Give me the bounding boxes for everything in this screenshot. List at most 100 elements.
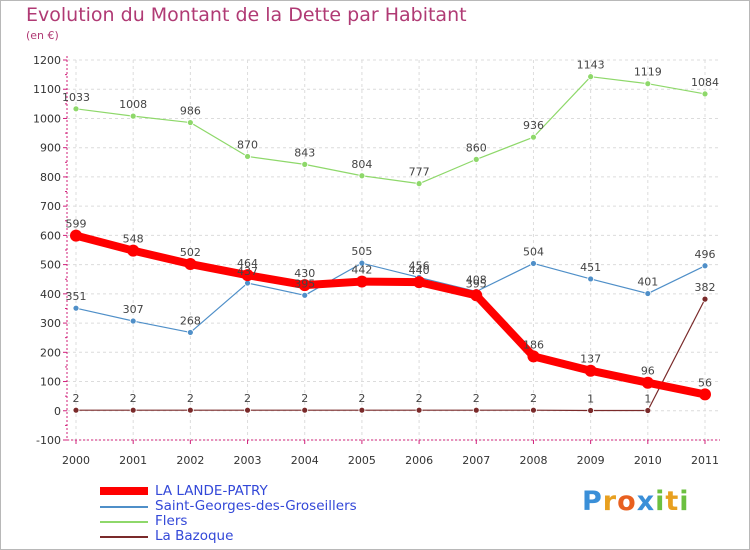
data-point-la-lande-patry [413, 276, 426, 289]
data-label-flers: 777 [409, 166, 430, 179]
data-label-la-bazoque: 2 [187, 392, 194, 405]
data-point-flers [644, 80, 652, 88]
data-label-saint-georges-des-groseillers: 307 [123, 303, 144, 316]
data-label-la-lande-patry: 96 [641, 365, 655, 378]
y-tick-label: 100 [40, 376, 61, 389]
legend-label-la-bazoque: La Bazoque [155, 528, 234, 544]
data-label-saint-georges-des-groseillers: 451 [580, 261, 601, 274]
data-label-saint-georges-des-groseillers: 456 [409, 259, 430, 272]
data-label-la-lande-patry: 137 [580, 353, 601, 366]
data-point-flers [587, 73, 595, 81]
data-label-flers: 1008 [119, 98, 147, 111]
x-tick-label: 2003 [234, 454, 262, 467]
data-label-flers: 1084 [691, 76, 719, 89]
y-tick-label: 700 [40, 200, 61, 213]
data-point-flers [358, 172, 366, 180]
data-point-saint-georges-des-groseillers [129, 317, 137, 325]
x-tick-label: 2002 [176, 454, 204, 467]
data-label-flers: 860 [466, 141, 487, 154]
y-tick-label: 200 [40, 346, 61, 359]
data-point-la-bazoque [587, 407, 595, 414]
series-line-la-bazoque [76, 298, 706, 412]
data-point-saint-georges-des-groseillers [186, 329, 194, 336]
data-point-la-lande-patry [527, 350, 540, 363]
series-line-la-lande-patry [74, 231, 706, 399]
data-point-la-bazoque [186, 406, 194, 414]
y-tick-label: 900 [40, 142, 61, 155]
y-tick-label: 1000 [33, 112, 61, 125]
data-point-flers [415, 180, 423, 188]
legend-label-saint-georges: Saint-Georges-des-Groseillers [155, 498, 357, 514]
data-label-la-bazoque: 2 [416, 392, 423, 405]
data-point-la-lande-patry [470, 289, 483, 302]
data-point-la-bazoque [244, 406, 251, 414]
y-tick-label: 0 [54, 405, 61, 418]
logo-letter: o [617, 486, 637, 517]
data-point-la-bazoque [301, 406, 309, 414]
data-label-saint-georges-des-groseillers: 504 [523, 245, 544, 258]
data-label-saint-georges-des-groseillers: 505 [351, 245, 372, 258]
data-label-saint-georges-des-groseillers: 401 [637, 276, 658, 289]
data-label-la-lande-patry: 395 [466, 277, 487, 290]
data-label-flers: 870 [237, 138, 258, 151]
series-line-flers [75, 76, 706, 185]
x-tick-label: 2005 [348, 454, 376, 467]
x-tick-label: 2010 [634, 454, 662, 467]
data-point-la-lande-patry [298, 279, 311, 292]
data-label-saint-georges-des-groseillers: 496 [695, 248, 716, 261]
data-label-la-lande-patry: 186 [523, 338, 544, 351]
x-tick-label: 2011 [691, 454, 719, 467]
data-label-saint-georges-des-groseillers: 395 [294, 277, 315, 290]
y-tick-label: 1100 [33, 83, 61, 96]
legend-swatch-flers [100, 521, 148, 523]
data-point-la-bazoque [530, 406, 537, 414]
data-label-la-bazoque: 2 [73, 392, 80, 405]
logo-letter: x [636, 486, 656, 517]
data-point-la-bazoque [644, 407, 652, 414]
data-point-la-lande-patry [127, 244, 140, 257]
data-point-flers [129, 112, 137, 120]
data-label-la-lande-patry: 56 [698, 376, 712, 389]
data-label-la-bazoque: 1 [587, 392, 594, 405]
data-point-saint-georges-des-groseillers [72, 304, 80, 312]
data-label-la-bazoque: 2 [473, 392, 480, 405]
data-point-la-lande-patry [184, 258, 197, 271]
chart-title: Evolution du Montant de la Dette par Hab… [26, 4, 467, 26]
data-label-saint-georges-des-groseillers: 437 [237, 265, 258, 278]
data-point-flers [701, 90, 709, 98]
data-label-la-bazoque: 2 [244, 392, 251, 405]
logo-letter: t [665, 486, 680, 517]
data-point-la-lande-patry [584, 364, 597, 377]
legend-label-la-lande-patry: LA LANDE-PATRY [155, 483, 268, 499]
y-tick-label: 500 [40, 259, 61, 272]
data-label-la-lande-patry: 442 [351, 264, 372, 277]
data-point-saint-georges-des-groseillers [358, 259, 366, 267]
x-tick-label: 2008 [519, 454, 547, 467]
y-tick-label: 800 [40, 171, 61, 184]
data-point-saint-georges-des-groseillers [530, 260, 537, 267]
chart-subtitle: (en €) [26, 29, 59, 42]
data-point-flers [472, 155, 480, 163]
data-label-flers: 1119 [634, 66, 662, 79]
data-point-la-bazoque [415, 406, 423, 414]
data-label-flers: 1033 [62, 91, 90, 104]
data-label-la-lande-patry: 464 [237, 257, 258, 270]
data-point-la-bazoque [472, 406, 480, 414]
data-label-saint-georges-des-groseillers: 351 [66, 290, 87, 303]
data-point-la-bazoque [129, 406, 137, 414]
data-point-la-lande-patry [641, 376, 654, 389]
data-point-flers [72, 105, 80, 113]
data-label-la-lande-patry: 440 [409, 264, 430, 277]
data-label-saint-georges-des-groseillers: 268 [180, 314, 201, 327]
data-point-saint-georges-des-groseillers [301, 291, 309, 299]
x-tick-label: 2007 [462, 454, 490, 467]
data-point-flers [244, 153, 251, 160]
data-label-la-bazoque: 2 [130, 392, 137, 405]
data-label-flers: 804 [351, 158, 372, 171]
data-point-saint-georges-des-groseillers [644, 290, 652, 297]
data-point-flers [186, 119, 194, 126]
data-label-la-bazoque: 2 [301, 392, 308, 405]
data-point-saint-georges-des-groseillers [701, 262, 709, 270]
data-point-flers [530, 133, 537, 141]
